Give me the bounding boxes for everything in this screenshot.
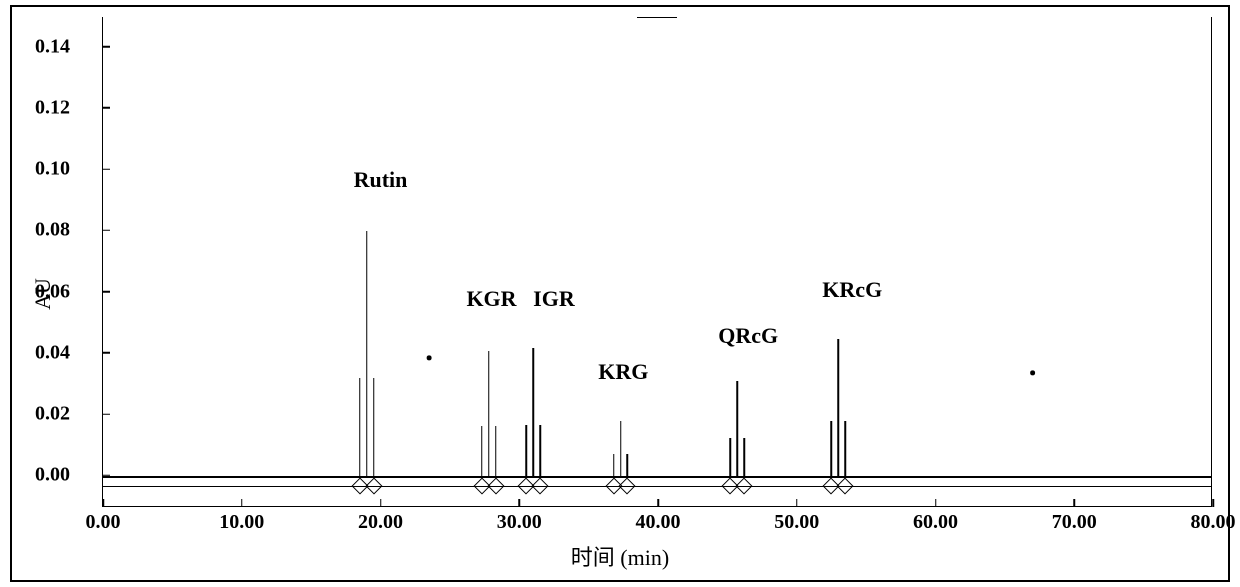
peak-krcg: [838, 339, 840, 477]
peak-label-krcg: KRcG: [822, 277, 882, 303]
plot-area: 0.0010.0020.0030.0040.0050.0060.0070.008…: [102, 17, 1212, 507]
peak-label-qrcg: QRcG: [718, 323, 778, 349]
y-tick-label: 0.02: [35, 403, 70, 426]
y-tick-label: 0.12: [35, 96, 70, 119]
x-tick-label: 0.00: [86, 511, 121, 534]
y-tick-mark: [102, 46, 110, 48]
baseline-lower: [103, 486, 1211, 488]
peak-side: [743, 438, 745, 476]
x-tick-mark: [935, 499, 937, 507]
peak-side: [831, 421, 833, 476]
x-tick-mark: [519, 499, 521, 507]
peak-side: [845, 421, 847, 476]
peak-label-rutin: Rutin: [354, 167, 408, 193]
peak-side: [729, 438, 731, 476]
peak-krg: [620, 421, 622, 476]
x-tick-mark: [1074, 499, 1076, 507]
y-tick-mark: [102, 291, 110, 293]
x-tick-label: 20.00: [358, 511, 403, 534]
peak-side: [539, 425, 541, 476]
peak-side: [359, 378, 361, 476]
x-tick-mark: [1212, 499, 1214, 507]
y-tick-label: 0.14: [35, 35, 70, 58]
x-tick-label: 40.00: [636, 511, 681, 534]
peak-side: [613, 454, 615, 476]
x-tick-label: 70.00: [1052, 511, 1097, 534]
y-tick-mark: [102, 168, 110, 170]
x-axis-label: 时间 (min): [12, 540, 1228, 572]
x-tick-mark: [796, 499, 798, 507]
peak-label-kgr: KGR: [466, 286, 516, 312]
peak-base-marker: [736, 477, 753, 494]
peak-qrcg: [736, 381, 738, 476]
peak-base-marker: [365, 477, 382, 494]
peak-base-marker: [487, 477, 504, 494]
y-tick-mark: [102, 230, 110, 232]
artifact-dot: ・: [1023, 358, 1043, 387]
x-tick-mark: [380, 499, 382, 507]
peak-base-marker: [532, 477, 549, 494]
y-tick-label: 0.08: [35, 219, 70, 242]
x-tick-label: 10.00: [219, 511, 264, 534]
peak-igr: [532, 348, 534, 477]
y-tick-label: 0.04: [35, 341, 70, 364]
peak-label-igr: IGR: [533, 286, 575, 312]
artifact-dot: ・: [419, 342, 439, 371]
top-notch: [637, 17, 677, 24]
peak-side: [495, 426, 497, 476]
peak-rutin: [366, 231, 368, 476]
chart-frame: AU 0.0010.0020.0030.0040.0050.0060.0070.…: [10, 5, 1230, 582]
baseline: [103, 476, 1211, 478]
peak-side: [373, 378, 375, 476]
y-tick-mark: [102, 475, 110, 477]
x-tick-label: 80.00: [1191, 511, 1236, 534]
y-tick-label: 0.10: [35, 158, 70, 181]
y-tick-mark: [102, 352, 110, 354]
peak-side: [525, 425, 527, 476]
x-tick-mark: [657, 499, 659, 507]
y-tick-label: 0.00: [35, 464, 70, 487]
peak-side: [481, 426, 483, 476]
x-tick-mark: [241, 499, 243, 507]
x-tick-label: 30.00: [497, 511, 542, 534]
peak-base-marker: [619, 477, 636, 494]
y-tick-mark: [102, 413, 110, 415]
peak-kgr: [488, 351, 490, 477]
peak-base-marker: [837, 477, 854, 494]
y-tick-label: 0.06: [35, 280, 70, 303]
x-tick-label: 60.00: [913, 511, 958, 534]
x-tick-mark: [102, 499, 104, 507]
peak-side: [627, 454, 629, 476]
x-tick-label: 50.00: [774, 511, 819, 534]
peak-label-krg: KRG: [598, 359, 648, 385]
y-tick-mark: [102, 107, 110, 109]
